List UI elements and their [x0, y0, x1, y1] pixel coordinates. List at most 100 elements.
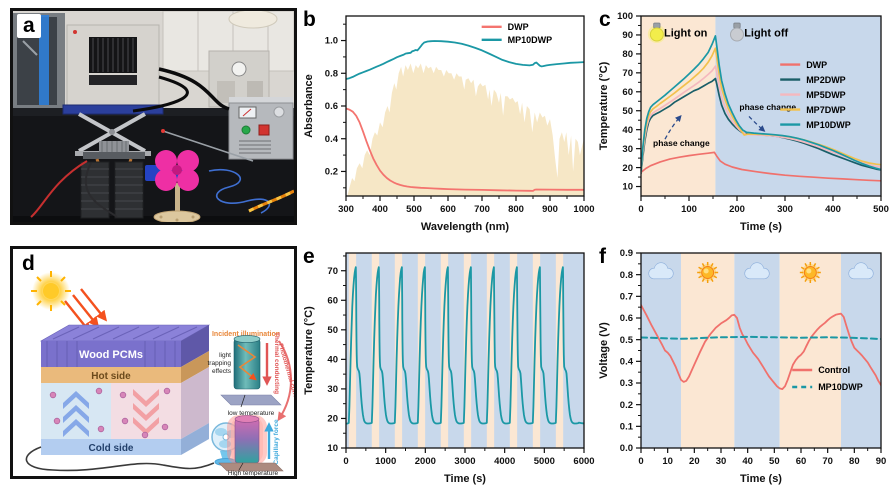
annotation-arrow-icon	[748, 115, 766, 132]
sun-icon	[31, 271, 71, 311]
pressure-gauge-icon	[231, 61, 247, 77]
series-DWP	[641, 151, 881, 182]
x-tick-label: 70	[822, 456, 833, 467]
plot-area	[346, 253, 584, 448]
annotation-arrow-icon	[664, 114, 682, 140]
background-band	[681, 253, 735, 448]
x-tick-label: 700	[474, 204, 490, 215]
light-trapping-label-1: light	[219, 352, 231, 359]
background-band	[417, 253, 426, 448]
axes: 300 400 500 600 700 800 900 1000 0.2 0.4 0.6 0.8 1.0…	[303, 15, 595, 233]
y-tick-label: 90	[622, 30, 633, 41]
y-tick-label: 40	[327, 355, 338, 366]
x-tick-label: 1000	[573, 204, 594, 215]
x-tick-label: 0	[638, 204, 643, 215]
x-tick-label: 40	[742, 456, 753, 467]
light-trapping-label-2: trapping	[208, 360, 232, 367]
power-supply	[228, 97, 294, 160]
downward-arrows-icon	[133, 389, 159, 435]
heatsink-fins-icon	[92, 38, 134, 72]
annotation-text: phase change	[739, 102, 796, 112]
circuit-wire	[25, 446, 215, 472]
cloud-icon	[648, 262, 674, 280]
y-tick-label: 10	[327, 443, 338, 454]
x-tick-label: 3000	[454, 456, 475, 467]
legend-label: MP7DWP	[806, 105, 846, 115]
y-tick-label: 50	[622, 106, 633, 117]
capillary-subdiagram: Capillary force High temperature	[218, 415, 284, 477]
panel-letter-a: a	[17, 14, 41, 38]
series-Control	[641, 304, 881, 390]
background-band	[440, 253, 449, 448]
incident-illumination-label: Incident illumination	[212, 331, 280, 338]
x-axis-label: Time (s)	[740, 221, 782, 233]
y-tick-label: 0.2	[325, 167, 338, 178]
background-band	[348, 253, 357, 448]
legend-label: MP10DWP	[818, 382, 863, 392]
axes: 0 1000 2000 3000 4000 5000 6000 10 20 30 40 50 60 70 T…	[303, 252, 595, 485]
legend-label: MP2DWP	[806, 75, 846, 85]
x-tick-label: 30	[716, 456, 727, 467]
knob-icon	[273, 106, 285, 118]
light-trapping-label-3: effects	[212, 368, 232, 375]
y-tick-label: 0.6	[325, 101, 338, 112]
y-tick-label: 70	[327, 266, 338, 277]
x-tick-label: 60	[796, 456, 807, 467]
series-MP10DWP	[346, 40, 584, 80]
plot-area	[346, 40, 584, 196]
ceiling-lamp	[228, 9, 278, 29]
panel-letter-c: c	[599, 8, 611, 31]
x-tick-label: 400	[372, 204, 388, 215]
photothermal-conversion-arrow-icon	[277, 340, 292, 422]
series-MP2DWP	[641, 77, 881, 175]
y-tick-label: 70	[622, 68, 633, 79]
panel-letter-f: f	[599, 245, 606, 268]
chart-absorbance: 300 400 500 600 700 800 900 1000 0.2 0.4 0.6 0.8 1.0…	[303, 15, 595, 233]
light-trapping-rays-icon	[237, 344, 257, 381]
background-band	[555, 253, 564, 448]
y-axis-label: Temperature (°C)	[598, 61, 610, 150]
logo-dot-icon	[73, 30, 77, 34]
y-tick-label: 60	[327, 295, 338, 306]
chart-photothermal-temperature: 0 100 200 300 400 500 10 20 30 40 50 60 70 80 90 100 Tim…	[598, 11, 889, 233]
background-band	[394, 253, 403, 448]
y-tick-label: 20	[622, 163, 633, 174]
x-tick-label: 500	[406, 204, 422, 215]
solar-simulator	[66, 24, 160, 106]
x-tick-label: 5000	[534, 456, 555, 467]
low-temperature-label: low temperature	[228, 410, 275, 417]
x-tick-label: 900	[542, 204, 558, 215]
green-button-icon	[241, 125, 251, 135]
axes: 0 10 20 30 40 50 60 70 80 90 0.0 0.1 0.2 0.3 0.4 0.5 0.6…	[598, 248, 886, 485]
y-tick-label: 80	[622, 49, 633, 60]
series-MP10DWP	[346, 266, 584, 425]
x-axis-label: Time (s)	[444, 473, 486, 485]
pink-fan	[153, 150, 201, 224]
x-tick-label: 500	[873, 204, 889, 215]
bulb-off-icon	[730, 22, 744, 42]
laser-dot-icon	[161, 129, 165, 133]
legend-label: Control	[818, 365, 850, 375]
legend-label: MP10DWP	[806, 120, 851, 130]
legend: DWP MP2DWP MP5DWP MP7DWP MP10DWP	[780, 60, 851, 130]
legend-label: DWP	[508, 22, 529, 32]
legend-label: MP10DWP	[508, 35, 553, 45]
y-tick-label: 30	[327, 384, 338, 395]
y-tick-label: 0.8	[325, 68, 338, 79]
background-band	[715, 16, 881, 196]
x-tick-label: 300	[777, 204, 793, 215]
series-MP5DWP	[641, 65, 881, 174]
y-tick-label: 30	[622, 144, 633, 155]
y-tick-label: 0.4	[325, 134, 339, 145]
series-DWP	[346, 107, 584, 192]
x-tick-label: 90	[876, 456, 887, 467]
x-tick-label: 10	[662, 456, 673, 467]
solar-spectrum-fill	[346, 63, 584, 196]
x-tick-label: 2000	[415, 456, 436, 467]
y-axis-label: Absorbance	[303, 74, 315, 138]
sun-icon	[799, 262, 821, 283]
panel-letter-e: e	[303, 245, 315, 268]
thermoelectric-generator	[80, 141, 145, 219]
x-axis-label: Wavelength (nm)	[421, 221, 510, 233]
x-tick-label: 20	[689, 456, 700, 467]
